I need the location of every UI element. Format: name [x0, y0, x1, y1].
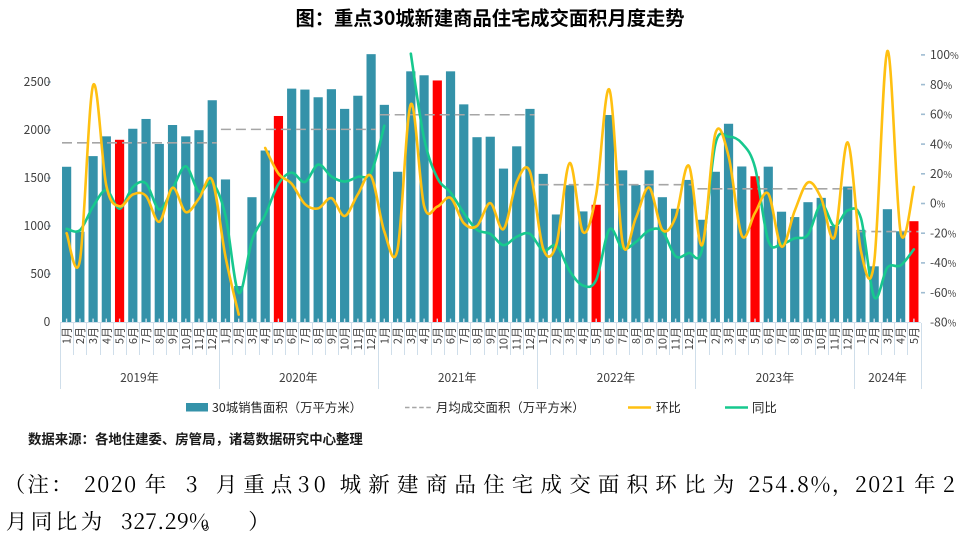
svg-text:5月: 5月	[112, 327, 128, 344]
svg-text:-20%: -20%	[930, 224, 956, 241]
svg-text:9月: 9月	[165, 327, 181, 344]
svg-text:2021年: 2021年	[438, 369, 477, 386]
svg-text:0%: 0%	[930, 195, 946, 212]
svg-text:2020年: 2020年	[279, 369, 318, 386]
svg-text:3月: 3月	[244, 327, 260, 344]
svg-text:3月: 3月	[721, 327, 737, 344]
svg-text:2019年: 2019年	[120, 369, 159, 386]
svg-text:2000: 2000	[24, 121, 51, 138]
svg-text:1500: 1500	[24, 169, 51, 186]
svg-text:1月: 1月	[853, 327, 869, 344]
svg-text:10月: 10月	[337, 327, 353, 350]
svg-text:8月: 8月	[628, 327, 644, 344]
svg-text:9月: 9月	[482, 327, 498, 344]
svg-text:图：重点30城新建商品住宅成交面积月度走势: 图：重点30城新建商品住宅成交面积月度走势	[295, 3, 684, 31]
svg-text:2022年: 2022年	[597, 369, 636, 386]
svg-text:1月: 1月	[535, 327, 551, 344]
svg-text:10月: 10月	[654, 327, 670, 350]
svg-text:9月: 9月	[641, 327, 657, 344]
svg-text:40%: 40%	[930, 135, 952, 152]
svg-text:9月: 9月	[800, 327, 816, 344]
svg-text:5月: 5月	[906, 327, 922, 344]
svg-text:10月: 10月	[178, 327, 194, 350]
svg-text:6月: 6月	[443, 327, 459, 344]
svg-text:6月: 6月	[760, 327, 776, 344]
svg-text:2024年: 2024年	[868, 369, 907, 386]
svg-text:同比: 同比	[752, 398, 777, 416]
svg-text:6月: 6月	[601, 327, 617, 344]
svg-text:7月: 7月	[138, 327, 154, 344]
svg-text:2023年: 2023年	[756, 369, 795, 386]
svg-text:2月: 2月	[72, 327, 88, 344]
svg-text:10月: 10月	[496, 327, 512, 350]
svg-text:7月: 7月	[456, 327, 472, 344]
svg-text:1月: 1月	[694, 327, 710, 344]
svg-text:1月: 1月	[218, 327, 234, 344]
svg-text:7月: 7月	[297, 327, 313, 344]
svg-text:10月: 10月	[813, 327, 829, 350]
svg-text:12月: 12月	[522, 327, 538, 350]
svg-text:11月: 11月	[668, 327, 684, 350]
svg-text:11月: 11月	[827, 327, 843, 350]
svg-text:7月: 7月	[615, 327, 631, 344]
svg-text:3月: 3月	[85, 327, 101, 344]
svg-text:5月: 5月	[588, 327, 604, 344]
svg-text:30城销售面积（万平方米）: 30城销售面积（万平方米）	[212, 398, 362, 416]
svg-text:12月: 12月	[681, 327, 697, 350]
svg-text:8月: 8月	[469, 327, 485, 344]
svg-text:6月: 6月	[125, 327, 141, 344]
svg-text:1000: 1000	[24, 217, 51, 234]
svg-text:数据来源：各地住建委、房管局，诸葛数据研究中心整理: 数据来源：各地住建委、房管局，诸葛数据研究中心整理	[28, 428, 363, 448]
svg-text:2月: 2月	[707, 327, 723, 344]
svg-text:4月: 4月	[575, 327, 591, 344]
svg-text:4月: 4月	[893, 327, 909, 344]
svg-text:12月: 12月	[840, 327, 856, 350]
svg-text:8月: 8月	[310, 327, 326, 344]
svg-text:2月: 2月	[866, 327, 882, 344]
svg-text:6月: 6月	[284, 327, 300, 344]
svg-text:12月: 12月	[363, 327, 379, 350]
svg-text:11月: 11月	[191, 327, 207, 350]
svg-text:5月: 5月	[429, 327, 445, 344]
svg-text:2月: 2月	[548, 327, 564, 344]
svg-text:12月: 12月	[204, 327, 220, 350]
svg-text:4月: 4月	[734, 327, 750, 344]
svg-text:3月: 3月	[879, 327, 895, 344]
svg-text:-80%: -80%	[930, 314, 956, 331]
svg-text:20%: 20%	[930, 165, 952, 182]
svg-text:100%: 100%	[930, 46, 959, 63]
svg-text:-40%: -40%	[930, 254, 956, 271]
svg-text:0: 0	[44, 313, 51, 330]
svg-text:80%: 80%	[930, 76, 952, 93]
svg-text:1月: 1月	[59, 327, 75, 344]
svg-text:7月: 7月	[774, 327, 790, 344]
svg-text:4月: 4月	[257, 327, 273, 344]
svg-text:2500: 2500	[24, 73, 51, 90]
svg-text:8月: 8月	[787, 327, 803, 344]
svg-text:5月: 5月	[270, 327, 286, 344]
svg-text:11月: 11月	[509, 327, 525, 350]
svg-text:11月: 11月	[350, 327, 366, 350]
svg-text:月均成交面积（万平方米）: 月均成交面积（万平方米）	[436, 398, 585, 416]
svg-text:4月: 4月	[98, 327, 114, 344]
svg-text:3月: 3月	[562, 327, 578, 344]
svg-text:9月: 9月	[323, 327, 339, 344]
svg-text:1月: 1月	[376, 327, 392, 344]
svg-text:60%: 60%	[930, 106, 952, 123]
svg-text:500: 500	[30, 265, 50, 282]
svg-text:4月: 4月	[416, 327, 432, 344]
svg-text:5月: 5月	[747, 327, 763, 344]
svg-text:2月: 2月	[231, 327, 247, 344]
svg-text:环比: 环比	[656, 398, 681, 416]
svg-text:-60%: -60%	[930, 284, 956, 301]
svg-text:3月: 3月	[403, 327, 419, 344]
svg-text:8月: 8月	[151, 327, 167, 344]
svg-text:2月: 2月	[390, 327, 406, 344]
